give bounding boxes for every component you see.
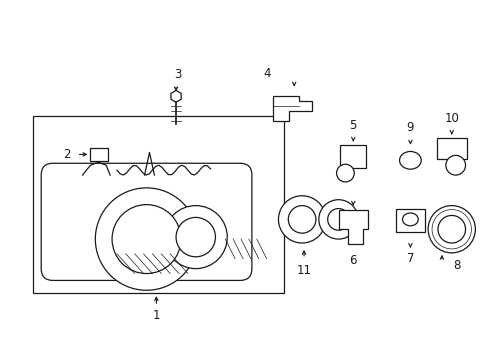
Text: 4: 4 bbox=[263, 67, 270, 80]
Circle shape bbox=[318, 200, 358, 239]
FancyBboxPatch shape bbox=[340, 145, 366, 168]
FancyBboxPatch shape bbox=[395, 208, 424, 232]
Text: 11: 11 bbox=[296, 264, 311, 277]
Circle shape bbox=[176, 217, 215, 257]
Circle shape bbox=[427, 206, 474, 253]
Bar bbox=[33, 116, 284, 293]
Text: 1: 1 bbox=[152, 309, 160, 322]
Text: 8: 8 bbox=[452, 259, 459, 272]
Circle shape bbox=[112, 204, 181, 274]
Circle shape bbox=[278, 196, 325, 243]
Ellipse shape bbox=[402, 213, 417, 226]
Text: 10: 10 bbox=[444, 112, 458, 125]
Circle shape bbox=[437, 215, 465, 243]
Circle shape bbox=[327, 208, 348, 230]
Bar bbox=[90, 148, 108, 161]
Polygon shape bbox=[338, 210, 367, 244]
Ellipse shape bbox=[399, 152, 420, 169]
Text: 2: 2 bbox=[63, 148, 71, 161]
Text: 5: 5 bbox=[349, 120, 356, 132]
Polygon shape bbox=[171, 90, 181, 102]
Circle shape bbox=[288, 206, 315, 233]
Text: 3: 3 bbox=[174, 68, 182, 81]
FancyBboxPatch shape bbox=[41, 163, 251, 280]
FancyBboxPatch shape bbox=[436, 138, 466, 159]
Circle shape bbox=[445, 156, 465, 175]
Text: 7: 7 bbox=[406, 252, 413, 265]
Circle shape bbox=[95, 188, 197, 290]
Text: 6: 6 bbox=[349, 254, 356, 267]
Polygon shape bbox=[272, 96, 311, 121]
Circle shape bbox=[336, 164, 353, 182]
Circle shape bbox=[164, 206, 227, 269]
Text: 9: 9 bbox=[406, 121, 413, 134]
